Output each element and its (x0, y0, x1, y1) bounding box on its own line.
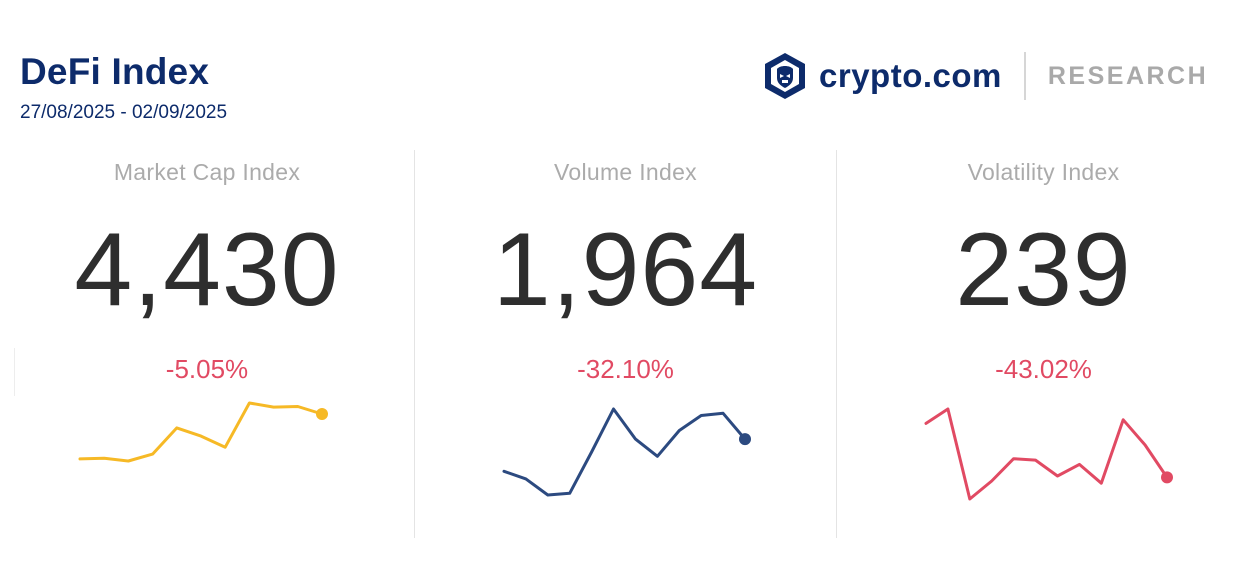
date-range: 27/08/2025 - 02/09/2025 (20, 102, 228, 123)
market-cap-change: -5.05% (165, 354, 249, 384)
volatility-sparkline (924, 407, 1173, 501)
volatility-value: 239 (955, 212, 1132, 328)
volatility-change: -43.02% (995, 354, 1092, 384)
volume-sparkline (502, 407, 751, 497)
volume-series-line (502, 407, 747, 497)
market-cap-value: 4,430 (74, 212, 340, 328)
volume-last-point (739, 433, 751, 446)
crypto-com-lion-shield-icon (765, 53, 805, 99)
volume-change: -32.10% (577, 354, 674, 384)
volatility-series-line (924, 407, 1169, 501)
volume-value: 1,964 (492, 212, 759, 328)
market-cap-panel: Market Cap Index 4,430 -5.05% (0, 150, 414, 540)
volatility-last-point (1161, 471, 1173, 484)
market-cap-series-line (78, 401, 324, 463)
volatility-panel: Volatility Index 239 -43.02% (837, 150, 1250, 540)
market-cap-sparkline (78, 401, 328, 463)
volume-panel: Volume Index 1,964 -32.10% (415, 150, 836, 540)
page-title: DeFi Index (20, 51, 210, 92)
market-cap-label: Market Cap Index (113, 159, 301, 185)
volatility-label: Volatility Index (967, 159, 1120, 185)
panel-divider (414, 150, 415, 538)
brand-name: crypto.com (819, 57, 1002, 94)
brand-lockup: crypto.com RESEARCH (763, 52, 1208, 100)
brand-section: RESEARCH (1047, 62, 1209, 90)
volume-label: Volume Index (554, 159, 697, 185)
panel-divider (836, 150, 837, 538)
market-cap-last-point (316, 408, 328, 420)
left-edge-mark (14, 348, 15, 396)
brand-divider (1023, 52, 1026, 100)
